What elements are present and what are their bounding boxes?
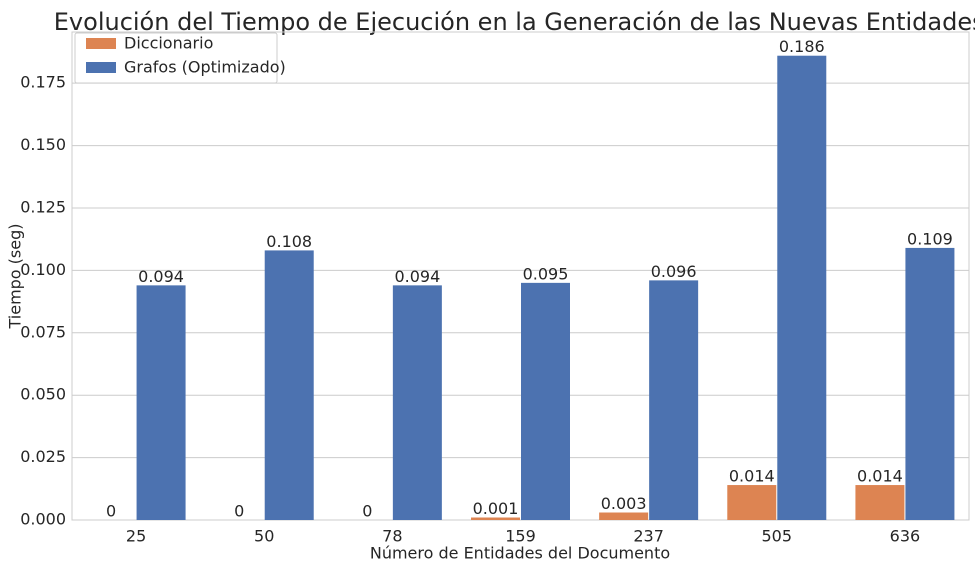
y-tick-label: 0.000 [20,510,66,529]
y-tick-label: 0.125 [20,197,66,216]
data-label: 0.014 [729,467,775,486]
data-label: 0 [106,502,116,521]
y-axis-label: Tiempo (seg) [6,223,25,329]
bar-diccionario-636 [855,485,905,520]
y-tick-label: 0.075 [20,322,66,341]
bar-diccionario-159 [471,517,520,520]
bar-grafos-50 [264,250,314,521]
data-label: 0.186 [779,37,825,56]
plot-area [71,31,970,521]
chart-title: Evolución del Tiempo de Ejecución en la … [54,8,975,36]
legend-box [74,32,278,84]
bar-grafos-505 [777,55,827,520]
bar-grafos-159 [521,282,570,520]
x-tick-label: 237 [633,527,664,546]
x-tick-label: 78 [382,527,402,546]
data-label: 0.094 [394,267,440,286]
bar-grafos-237 [649,280,699,520]
data-label: 0.001 [473,499,519,518]
bar-grafos-25 [136,285,186,520]
legend-swatch-diccionario [86,38,116,49]
legend-label-diccionario: Diccionario [124,34,213,53]
data-label: 0.003 [601,494,647,513]
data-label: 0.094 [138,267,184,286]
gridlines [72,82,969,521]
legend-swatch-grafos [86,62,116,73]
legend-label-grafos: Grafos (Optimizado) [124,58,286,77]
data-label: 0.096 [651,262,697,281]
data-labels: 0 0.094 0 0.108 0 0.094 0.001 0.095 0.003 0.096 0.… [106,37,953,520]
x-tick-label: 636 [890,527,921,546]
y-tick-label: 0.150 [20,135,66,154]
data-label: 0.095 [523,264,569,283]
data-label: 0 [234,502,244,521]
bar-diccionario-505 [727,485,777,520]
x-axis-label: Número de Entidades del Documento [370,544,670,563]
bars [136,55,955,521]
bar-diccionario-237 [599,512,649,520]
y-tick-label: 0.100 [20,260,66,279]
x-tick-label: 505 [762,527,793,546]
bar-grafos-78 [392,285,442,520]
y-tick-label: 0.050 [20,385,66,404]
x-tick-label: 25 [126,527,146,546]
data-label: 0.109 [907,229,953,248]
data-label: 0 [362,502,372,521]
y-tick-label: 0.175 [20,73,66,92]
x-tick-label: 50 [254,527,274,546]
data-label: 0.014 [857,467,903,486]
y-axis-ticks: 0.000 0.025 0.050 0.075 0.100 0.125 0.150 0.175 [20,73,66,529]
bar-grafos-636 [905,247,955,520]
data-label: 0.108 [266,232,312,251]
x-tick-label: 159 [505,527,536,546]
x-axis-ticks: 25 50 78 159 237 505 636 [126,527,920,546]
y-tick-label: 0.025 [20,447,66,466]
legend: Diccionario Grafos (Optimizado) [74,32,286,84]
